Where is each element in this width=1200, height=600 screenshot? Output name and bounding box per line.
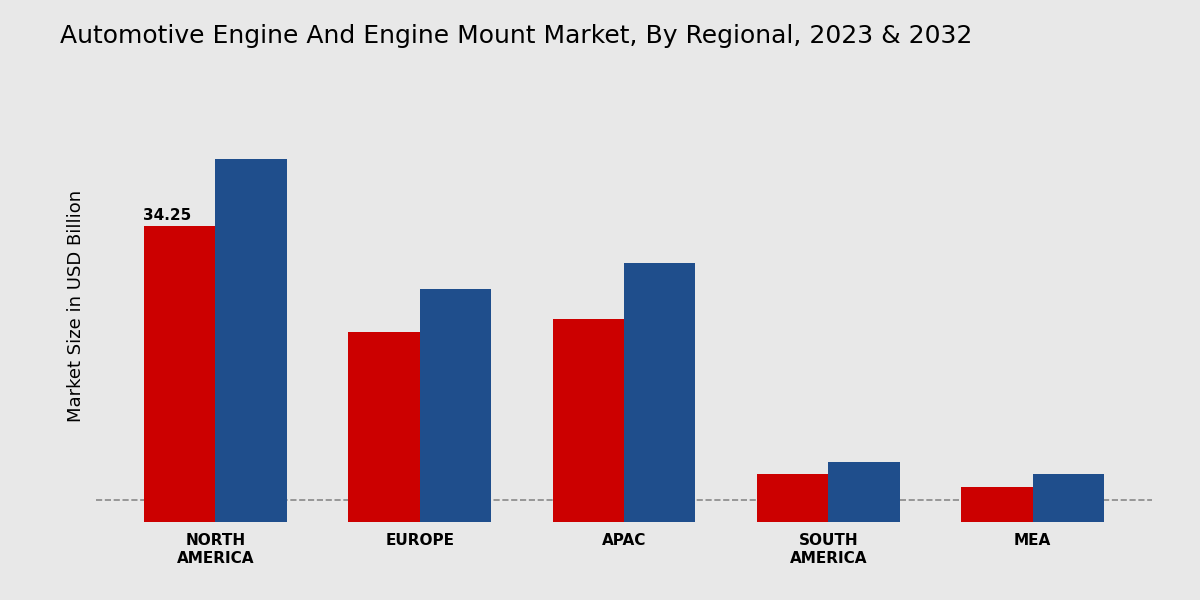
Bar (144, 226, 216, 522)
Y-axis label: Market Size in USD Billion: Market Size in USD Billion (67, 190, 85, 422)
Bar (1032, 475, 1104, 522)
Bar (757, 475, 828, 522)
Bar (348, 332, 420, 522)
Bar (624, 263, 696, 522)
Bar (552, 319, 624, 522)
Bar (828, 461, 900, 522)
Bar (216, 159, 287, 522)
Text: 34.25: 34.25 (143, 208, 191, 223)
Text: Automotive Engine And Engine Mount Market, By Regional, 2023 & 2032: Automotive Engine And Engine Mount Marke… (60, 24, 972, 48)
Bar (420, 289, 491, 522)
Bar (961, 487, 1032, 522)
